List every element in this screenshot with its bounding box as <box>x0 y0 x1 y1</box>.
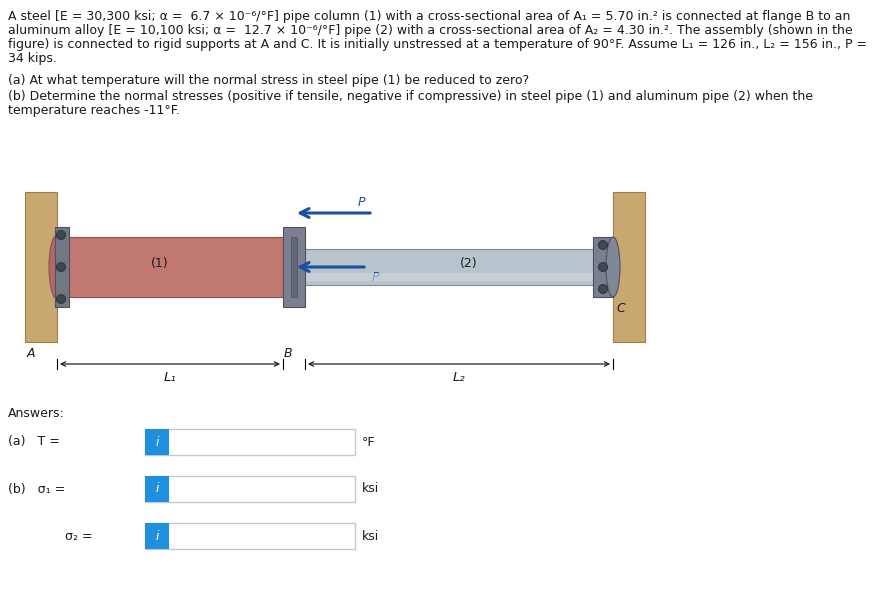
Text: (b)   σ₁ =: (b) σ₁ = <box>8 483 65 495</box>
Text: Answers:: Answers: <box>8 407 65 420</box>
Text: 34 kips.: 34 kips. <box>8 52 57 65</box>
Ellipse shape <box>49 235 65 299</box>
Text: i: i <box>155 436 158 448</box>
FancyBboxPatch shape <box>145 429 355 455</box>
Circle shape <box>598 262 607 271</box>
Text: aluminum alloy [E = 10,100 ksi; α =  12.7 × 10⁻⁶/°F] pipe (2) with a cross-secti: aluminum alloy [E = 10,100 ksi; α = 12.7… <box>8 24 852 37</box>
FancyBboxPatch shape <box>145 476 169 502</box>
Text: (1): (1) <box>151 256 169 270</box>
Circle shape <box>598 240 607 249</box>
Bar <box>593 237 613 297</box>
Bar <box>291 237 297 297</box>
Text: °F: °F <box>362 436 375 448</box>
Text: figure) is connected to rigid supports at A and C. It is initially unstressed at: figure) is connected to rigid supports a… <box>8 38 867 51</box>
Text: P: P <box>358 196 365 209</box>
Circle shape <box>57 295 65 304</box>
Bar <box>55 227 69 307</box>
Bar <box>305 249 613 285</box>
Text: B: B <box>284 347 293 360</box>
Text: (a) At what temperature will the normal stress in steel pipe (1) be reduced to z: (a) At what temperature will the normal … <box>8 74 529 87</box>
Text: P: P <box>372 271 380 284</box>
Text: A steel [E = 30,300 ksi; α =  6.7 × 10⁻⁶/°F] pipe column (1) with a cross-sectio: A steel [E = 30,300 ksi; α = 6.7 × 10⁻⁶/… <box>8 10 850 23</box>
Bar <box>25 192 57 342</box>
Bar <box>305 273 613 281</box>
Text: temperature reaches -11°F.: temperature reaches -11°F. <box>8 104 180 117</box>
Text: L₂: L₂ <box>452 371 466 384</box>
Text: (a)   T =: (a) T = <box>8 436 60 448</box>
Bar <box>283 227 305 307</box>
Bar <box>613 192 645 342</box>
Text: A: A <box>27 347 35 360</box>
FancyBboxPatch shape <box>145 476 355 502</box>
Circle shape <box>57 231 65 240</box>
Text: ksi: ksi <box>362 529 380 542</box>
Text: (b) Determine the normal stresses (positive if tensile, negative if compressive): (b) Determine the normal stresses (posit… <box>8 90 813 103</box>
Text: L₁: L₁ <box>164 371 176 384</box>
Text: (2): (2) <box>460 256 478 270</box>
Circle shape <box>57 262 65 271</box>
Text: C: C <box>616 302 625 315</box>
Text: i: i <box>155 529 158 542</box>
Circle shape <box>598 284 607 293</box>
Bar <box>57 237 283 297</box>
Text: i: i <box>155 483 158 495</box>
Ellipse shape <box>606 237 620 297</box>
Text: σ₂ =: σ₂ = <box>65 529 93 542</box>
Text: ksi: ksi <box>362 483 380 495</box>
FancyBboxPatch shape <box>145 429 169 455</box>
FancyBboxPatch shape <box>145 523 355 549</box>
FancyBboxPatch shape <box>145 523 169 549</box>
